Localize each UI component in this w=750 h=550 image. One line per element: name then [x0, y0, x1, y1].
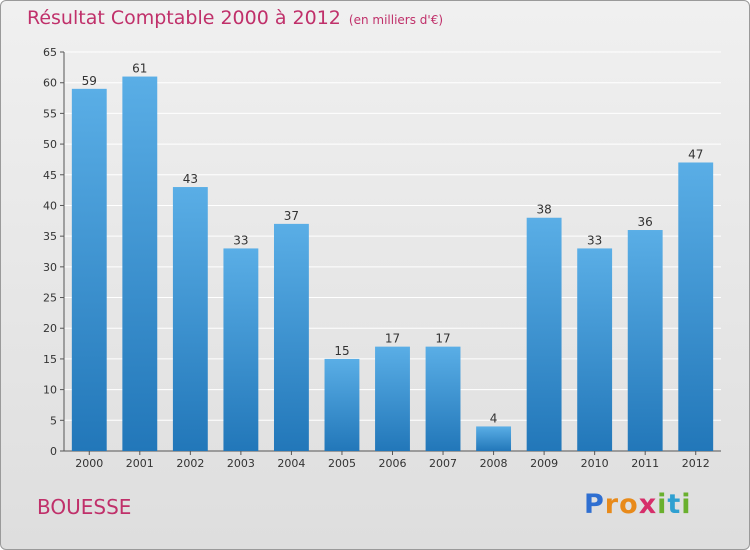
- data-label-2008: 4: [490, 411, 498, 425]
- bar-2007: [425, 346, 461, 451]
- chart-title-text: Résultat Comptable 2000 à 2012: [27, 7, 341, 29]
- y-tick-label: 60: [43, 77, 57, 90]
- data-label-2000: 59: [82, 74, 97, 88]
- logo-letter: r: [604, 489, 620, 520]
- proxiti-logo[interactable]: Proxiti: [584, 489, 692, 520]
- bar-2010: [577, 248, 613, 451]
- place-name: BOUESSE: [37, 495, 132, 519]
- bar-2008: [476, 426, 512, 451]
- logo-letter: o: [619, 489, 639, 520]
- bar-2002: [172, 187, 208, 452]
- bar-2003: [223, 248, 259, 451]
- data-label-2002: 43: [183, 172, 198, 186]
- chart-title: Résultat Comptable 2000 à 2012 (en millie…: [27, 7, 443, 29]
- x-tick-label: 2002: [176, 457, 204, 470]
- x-tick-label: 2004: [277, 457, 305, 470]
- y-tick-label: 5: [50, 414, 57, 427]
- data-label-2011: 36: [638, 215, 653, 229]
- y-tick-label: 65: [43, 46, 57, 59]
- logo-letter: P: [584, 489, 605, 520]
- bar-2009: [526, 217, 562, 451]
- data-label-2004: 37: [284, 209, 299, 223]
- data-label-2010: 33: [587, 233, 602, 247]
- data-label-2009: 38: [536, 203, 551, 217]
- x-tick-label: 2010: [581, 457, 609, 470]
- y-tick-label: 50: [43, 138, 57, 151]
- y-tick-label: 10: [43, 384, 57, 397]
- x-tick-label: 2003: [227, 457, 255, 470]
- logo-letter: i: [657, 489, 668, 520]
- y-tick-label: 15: [43, 353, 57, 366]
- bar-2001: [122, 76, 158, 452]
- y-tick-label: 20: [43, 322, 57, 335]
- bar-2006: [375, 346, 410, 451]
- data-label-2001: 61: [132, 62, 147, 76]
- y-tick-label: 45: [43, 169, 57, 182]
- data-labels: 59 61 43 33 37 15 17 17 4 38 33 36 47: [82, 62, 704, 426]
- y-tick-label: 30: [43, 261, 57, 274]
- logo-letter: i: [681, 489, 692, 520]
- data-label-2003: 33: [233, 233, 248, 247]
- bar-2004: [273, 223, 309, 451]
- bar-2000: [71, 88, 107, 451]
- x-tick-label: 2001: [126, 457, 154, 470]
- axes: 0 5 10 15 20 25 30 35 40 45 50 55 60 65 2000 2001 2002 20…: [43, 46, 721, 470]
- bars: [71, 76, 714, 452]
- bar-2005: [324, 358, 360, 451]
- x-tick-label: 2005: [328, 457, 356, 470]
- x-tick-label: 2011: [631, 457, 659, 470]
- y-tick-label: 40: [43, 199, 57, 212]
- logo-letter: x: [638, 489, 658, 520]
- x-tick-label: 2000: [75, 457, 103, 470]
- x-tick-label: 2012: [682, 457, 710, 470]
- x-tick-label: 2006: [379, 457, 407, 470]
- data-label-2012: 47: [688, 147, 703, 161]
- y-tick-label: 35: [43, 230, 57, 243]
- bar-2011: [627, 230, 663, 451]
- x-tick-label: 2009: [530, 457, 558, 470]
- bar-2012: [678, 162, 714, 451]
- logo-letter: t: [667, 489, 682, 520]
- data-label-2007: 17: [435, 332, 450, 346]
- x-tick-label: 2007: [429, 457, 457, 470]
- data-label-2006: 17: [385, 332, 400, 346]
- data-label-2005: 15: [334, 344, 349, 358]
- chart-subtitle: (en milliers d'€): [348, 13, 444, 27]
- y-tick-label: 55: [43, 107, 57, 120]
- y-tick-label: 25: [43, 292, 57, 305]
- y-tick-label: 0: [50, 445, 57, 458]
- x-tick-label: 2008: [480, 457, 508, 470]
